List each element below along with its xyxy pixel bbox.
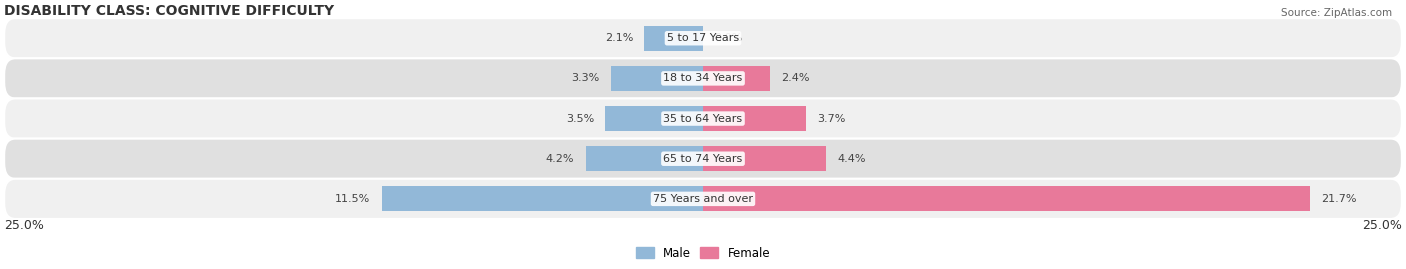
Text: 3.7%: 3.7%	[818, 114, 846, 123]
FancyBboxPatch shape	[4, 18, 1402, 58]
Text: 2.4%: 2.4%	[782, 73, 810, 83]
Text: 65 to 74 Years: 65 to 74 Years	[664, 154, 742, 164]
Bar	[610, 66, 703, 91]
Bar	[703, 146, 825, 171]
Text: 5 to 17 Years: 5 to 17 Years	[666, 33, 740, 43]
Text: 35 to 64 Years: 35 to 64 Years	[664, 114, 742, 123]
Text: 3.3%: 3.3%	[571, 73, 599, 83]
Bar	[585, 146, 703, 171]
Text: 25.0%: 25.0%	[4, 219, 44, 232]
Text: 0.0%: 0.0%	[714, 33, 742, 43]
Text: 3.5%: 3.5%	[565, 114, 593, 123]
Text: 11.5%: 11.5%	[335, 194, 370, 204]
Legend: Male, Female: Male, Female	[633, 243, 773, 263]
FancyBboxPatch shape	[4, 139, 1402, 179]
Text: 75 Years and over: 75 Years and over	[652, 194, 754, 204]
Bar	[644, 26, 703, 51]
Text: 2.1%: 2.1%	[605, 33, 633, 43]
Text: 4.4%: 4.4%	[837, 154, 866, 164]
Text: 25.0%: 25.0%	[1362, 219, 1402, 232]
Text: DISABILITY CLASS: COGNITIVE DIFFICULTY: DISABILITY CLASS: COGNITIVE DIFFICULTY	[4, 4, 335, 18]
Bar	[703, 186, 1309, 211]
Bar	[703, 66, 770, 91]
Text: 21.7%: 21.7%	[1320, 194, 1357, 204]
Text: 4.2%: 4.2%	[546, 154, 575, 164]
Text: 18 to 34 Years: 18 to 34 Years	[664, 73, 742, 83]
FancyBboxPatch shape	[4, 98, 1402, 139]
FancyBboxPatch shape	[4, 179, 1402, 219]
Bar	[605, 106, 703, 131]
Bar	[381, 186, 703, 211]
Bar	[703, 106, 807, 131]
Text: Source: ZipAtlas.com: Source: ZipAtlas.com	[1281, 8, 1392, 18]
FancyBboxPatch shape	[4, 58, 1402, 98]
